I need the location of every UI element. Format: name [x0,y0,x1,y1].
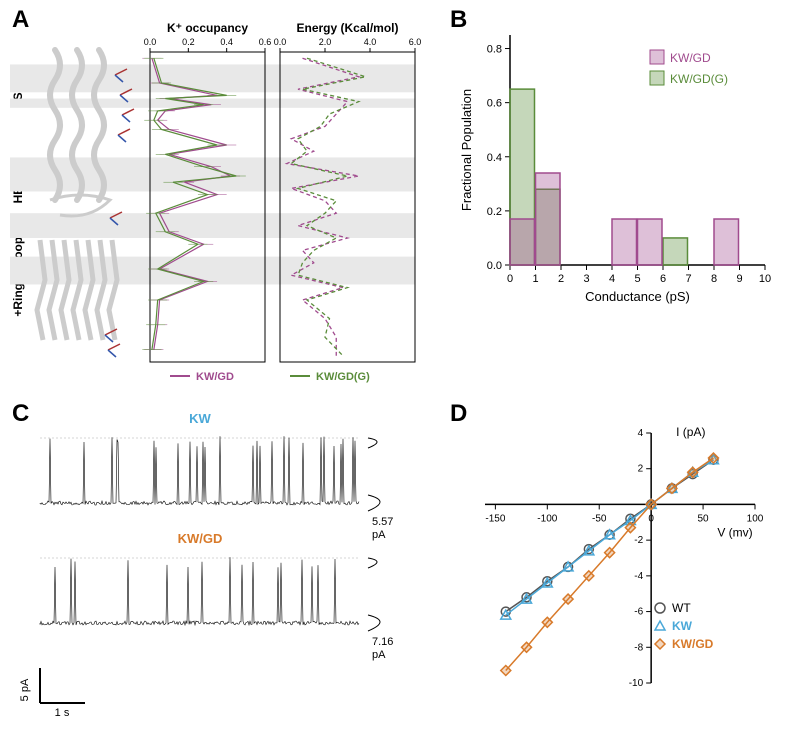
protein-structure [37,50,134,357]
svg-text:0.8: 0.8 [487,44,502,56]
svg-text:4.0: 4.0 [364,37,377,47]
svg-text:-100: -100 [537,513,557,524]
svg-text:50: 50 [698,513,710,524]
svg-text:KW: KW [672,619,693,633]
svg-text:KW/GD: KW/GD [196,371,234,383]
svg-text:-6: -6 [634,607,643,618]
svg-text:KW/GD(G): KW/GD(G) [670,72,728,86]
svg-text:K⁺ occupancy: K⁺ occupancy [167,21,248,35]
svg-text:KW/GD: KW/GD [672,637,714,651]
svg-text:KW/GD(G): KW/GD(G) [316,371,370,383]
svg-text:pA: pA [372,649,386,661]
svg-text:I (pA): I (pA) [676,425,705,439]
svg-text:4: 4 [609,273,615,285]
svg-text:10: 10 [759,273,771,285]
svg-text:WT: WT [672,601,691,615]
svg-text:0.0: 0.0 [487,260,502,272]
svg-text:pA: pA [372,529,386,541]
svg-text:-50: -50 [592,513,607,524]
svg-text:1: 1 [532,273,538,285]
svg-text:0.6: 0.6 [259,37,272,47]
svg-text:100: 100 [747,513,764,524]
svg-text:9: 9 [736,273,742,285]
svg-text:-150: -150 [485,513,505,524]
svg-text:-8: -8 [634,642,643,653]
panel-A: SFHBCG-loop+RingK⁺ occupancyEnergy (Kcal… [10,14,440,404]
svg-text:4: 4 [638,428,644,439]
svg-text:0.0: 0.0 [144,37,157,47]
svg-text:0.2: 0.2 [182,37,195,47]
svg-text:V (mv): V (mv) [717,525,752,539]
svg-text:0: 0 [648,513,654,524]
svg-text:5: 5 [634,273,640,285]
svg-text:+Ring: +Ring [11,283,25,317]
svg-text:-10: -10 [629,678,644,689]
svg-text:2: 2 [558,273,564,285]
svg-text:2.0: 2.0 [319,37,332,47]
panel-C: KW5.57pAKW/GD7.16pA5 pA1 s [10,408,440,728]
svg-text:5 pA: 5 pA [19,678,31,701]
svg-text:7.16: 7.16 [372,636,393,648]
svg-text:0.4: 0.4 [487,152,502,164]
svg-text:-2: -2 [634,535,643,546]
svg-text:2: 2 [638,464,644,475]
svg-text:0.0: 0.0 [274,37,287,47]
svg-text:5.57: 5.57 [372,516,393,528]
svg-text:KW/GD: KW/GD [178,531,223,546]
svg-text:0.4: 0.4 [220,37,233,47]
svg-text:KW: KW [189,411,211,426]
svg-text:KW/GD: KW/GD [670,51,711,65]
svg-text:8: 8 [711,273,717,285]
svg-text:0.2: 0.2 [487,206,502,218]
panel-D: -150 -100 -50 0 50 100 -10 -8 -6 -4 -2 2 4 V (mv) I (p… [455,408,785,728]
svg-text:Fractional Population: Fractional Population [459,89,474,211]
svg-text:Conductance (pS): Conductance (pS) [585,289,690,304]
svg-text:Energy (Kcal/mol): Energy (Kcal/mol) [296,21,398,35]
svg-text:-4: -4 [634,571,643,582]
svg-text:0: 0 [507,273,513,285]
panel-B: 0 1 2 3 4 5 6 7 8 9 10 0.0 0.2 0.4 0.6 0.8 Conductance (… [455,20,785,310]
svg-text:3: 3 [583,273,589,285]
svg-text:1 s: 1 s [55,707,70,719]
svg-text:0.6: 0.6 [487,98,502,110]
svg-text:6.0: 6.0 [409,37,422,47]
svg-text:6: 6 [660,273,666,285]
svg-text:7: 7 [685,273,691,285]
